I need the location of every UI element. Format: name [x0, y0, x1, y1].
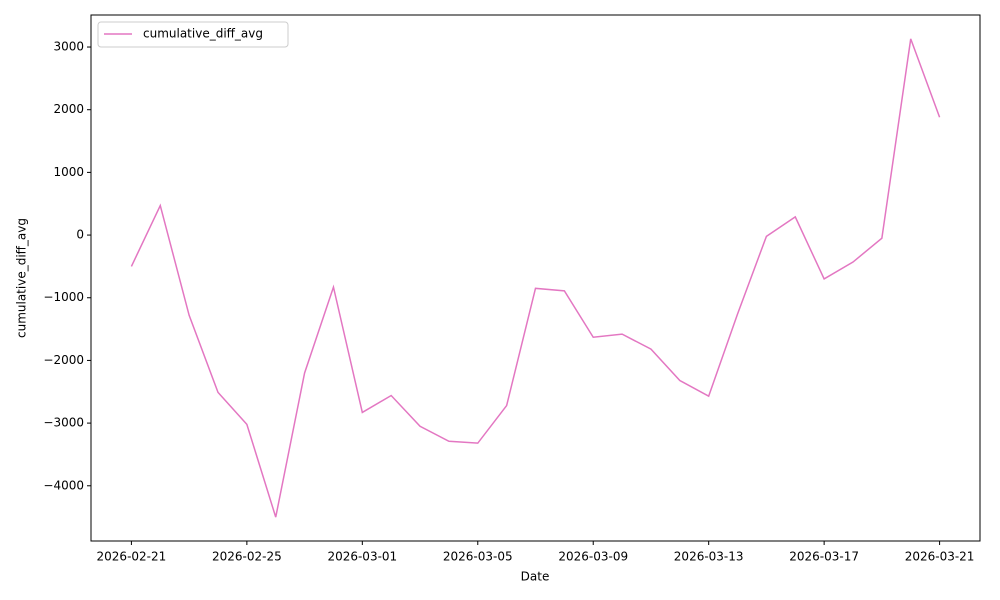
y-tick-label: −2000 [43, 353, 84, 367]
x-tick-label: 2026-02-25 [212, 550, 282, 564]
y-tick-label: −1000 [43, 290, 84, 304]
y-tick-label: 2000 [53, 102, 84, 116]
y-tick-label: 1000 [53, 165, 84, 179]
y-tick-label: −4000 [43, 478, 84, 492]
x-tick-label: 2026-03-05 [443, 550, 513, 564]
y-tick-label: 3000 [53, 40, 84, 54]
legend-label: cumulative_diff_avg [143, 27, 263, 41]
legend-box [97, 21, 289, 48]
x-tick-label: 2026-03-17 [789, 550, 859, 564]
y-tick-label: 0 [76, 228, 84, 242]
x-tick-label: 2026-03-13 [674, 550, 744, 564]
y-axis-label: cumulative_diff_avg [15, 218, 29, 338]
plot-frame [90, 14, 981, 542]
y-tick-label: −3000 [43, 416, 84, 430]
x-tick-label: 2026-03-09 [558, 550, 628, 564]
x-tick-label: 2026-03-21 [905, 550, 975, 564]
x-axis-label: Date [521, 570, 550, 584]
line-series [130, 38, 941, 518]
x-tick-label: 2026-02-21 [97, 550, 167, 564]
x-tick-label: 2026-03-01 [327, 550, 397, 564]
